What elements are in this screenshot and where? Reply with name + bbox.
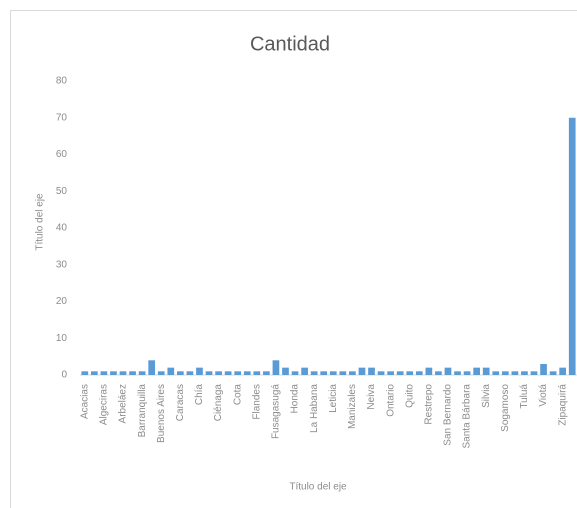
bar xyxy=(320,371,328,375)
bar xyxy=(406,371,414,375)
bar xyxy=(501,371,509,375)
x-tick-label: Fusagasugá xyxy=(271,384,282,439)
bar xyxy=(349,371,356,375)
bar xyxy=(568,117,576,375)
bar xyxy=(463,371,471,375)
y-tick-label: 30 xyxy=(56,259,68,270)
bar xyxy=(224,371,232,375)
y-tick-label: 0 xyxy=(61,370,67,381)
bar xyxy=(196,367,203,375)
bar xyxy=(157,371,165,375)
bar xyxy=(415,371,423,375)
y-tick-label: 50 xyxy=(56,186,68,197)
x-tick-label: Ontario xyxy=(385,384,396,417)
chart-title: Cantidad xyxy=(250,33,330,55)
bar xyxy=(90,371,98,375)
x-tick-label: San Bernardo xyxy=(443,384,454,446)
bar xyxy=(549,371,557,375)
x-tick-label: Quito xyxy=(404,384,415,408)
bar xyxy=(387,371,394,375)
x-tick-label: Buenos Aires xyxy=(156,384,167,443)
x-tick-label: Ciénaga xyxy=(213,384,224,422)
x-axis-title: Título del eje xyxy=(289,482,347,493)
y-tick-label: 10 xyxy=(56,333,68,344)
bar xyxy=(129,371,136,375)
bar xyxy=(521,371,528,375)
y-tick-label: 60 xyxy=(56,149,68,160)
y-tick-label: 80 xyxy=(56,76,68,87)
bar xyxy=(473,367,480,375)
x-tick-label: Chía xyxy=(194,384,205,406)
bar xyxy=(100,371,108,375)
bar xyxy=(243,371,251,375)
x-tick-label: Viotá xyxy=(538,384,549,407)
x-tick-label: La Habana xyxy=(309,384,320,433)
x-tick-label: Flandes xyxy=(251,384,262,420)
bar xyxy=(119,371,127,375)
y-tick-label: 70 xyxy=(56,112,68,123)
y-axis-title: Título del eje xyxy=(35,193,46,251)
x-tick-label: Tuluá xyxy=(519,384,530,409)
bar xyxy=(177,371,184,375)
bar xyxy=(482,367,490,375)
bar xyxy=(301,367,308,375)
y-tick-label: 20 xyxy=(56,296,68,307)
bar xyxy=(110,371,117,375)
x-tick-label: Silvia xyxy=(481,384,492,408)
bar xyxy=(435,371,442,375)
bar xyxy=(492,371,500,375)
bar xyxy=(148,360,156,375)
bar xyxy=(368,367,375,375)
bar xyxy=(138,371,146,375)
bar xyxy=(81,371,89,375)
bar xyxy=(167,367,175,375)
y-tick-label: 40 xyxy=(56,223,68,234)
bar xyxy=(511,371,519,375)
bar xyxy=(329,371,337,375)
bar xyxy=(215,371,222,375)
x-tick-label: Caracas xyxy=(175,384,186,421)
bar xyxy=(530,371,538,375)
x-tick-label: Arbeláez xyxy=(118,384,129,423)
x-tick-label: Neiva xyxy=(366,384,377,410)
x-tick-label: Honda xyxy=(290,384,301,414)
bar xyxy=(253,371,261,375)
bar xyxy=(540,363,547,375)
bar xyxy=(186,371,194,375)
bar xyxy=(272,360,280,375)
bar xyxy=(339,371,347,375)
x-tick-label: Barranquilla xyxy=(137,384,148,438)
bar xyxy=(396,371,404,375)
x-tick-label: Santa Bárbara xyxy=(462,384,473,449)
chart-border xyxy=(10,10,577,508)
bar xyxy=(282,367,289,375)
bar xyxy=(205,371,213,375)
x-tick-label: Manizales xyxy=(347,384,358,429)
bar xyxy=(234,371,242,375)
bar xyxy=(291,371,299,375)
bar xyxy=(444,367,452,375)
bar xyxy=(310,371,318,375)
x-tick-label: Restrepo xyxy=(423,384,434,425)
x-tick-label: Zipaquirá xyxy=(557,384,568,426)
x-tick-label: Leticia xyxy=(328,384,339,413)
x-tick-label: Algeciras xyxy=(99,384,110,425)
x-tick-label: Cota xyxy=(232,384,243,406)
bar xyxy=(559,367,567,375)
bar xyxy=(358,367,366,375)
x-tick-label: Acacias xyxy=(79,384,90,419)
bar xyxy=(377,371,385,375)
bar xyxy=(263,371,270,375)
x-tick-label: Sogamoso xyxy=(500,384,511,432)
bar xyxy=(425,367,433,375)
bar xyxy=(454,371,461,375)
